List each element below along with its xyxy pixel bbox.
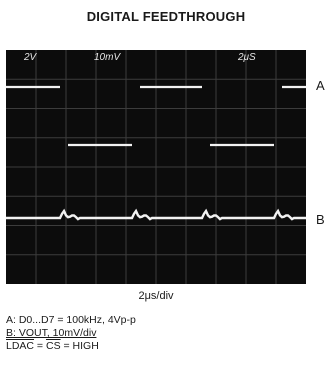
cs-signal: CS [45,340,61,352]
scope-screen [6,50,306,284]
channel-a-label: A [316,78,325,93]
time-scale-readout: 2μS [238,52,256,63]
channel-b-label: B [316,212,325,227]
note-channel-b: B: VOUT, 10mV/div [6,327,97,339]
ch1-scale-readout: 2V [24,52,37,63]
figure-title: DIGITAL FEEDTHROUGH [86,9,246,24]
trace-a-digital-input [6,85,306,147]
ldac-signal: LDAC [6,340,35,352]
trace-b-vout [6,208,306,221]
ch2-scale-readout: 10mV [94,52,121,63]
note-control-lines: LDAC = CS = HIGH [6,340,99,352]
scope-grid [6,50,306,284]
note-channel-a: A: D0...D7 = 100kHz, 4Vp-p [6,314,136,326]
test-conditions: A: D0...D7 = 100kHz, 4Vp-p B: VOUT, 10mV… [6,314,136,353]
oscilloscope-display: 2V 10mV 2μS [6,50,306,284]
timebase-caption: 2μs/div [138,290,174,302]
